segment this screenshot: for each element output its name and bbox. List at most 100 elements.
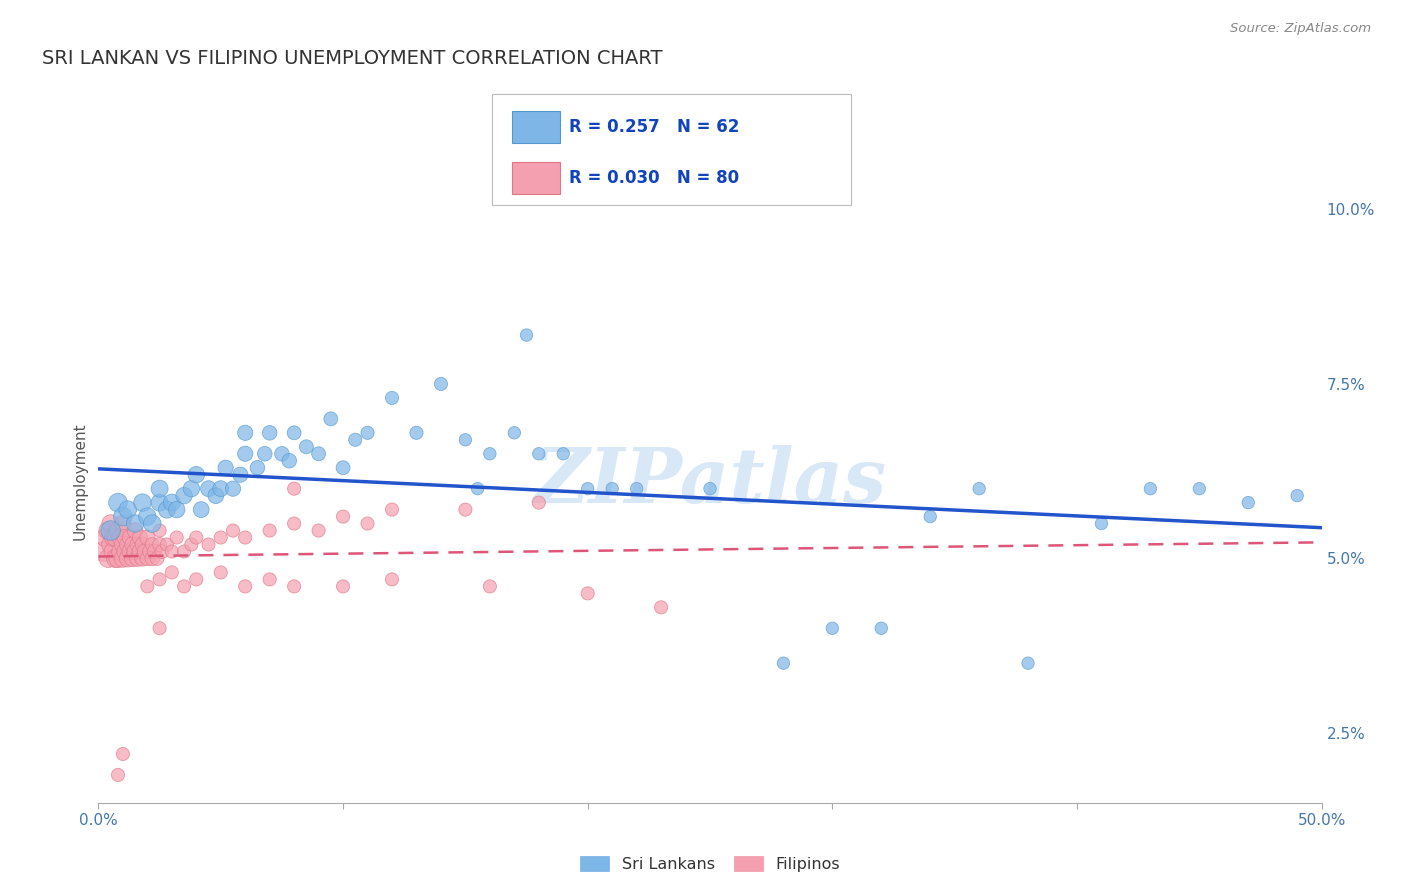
Point (503, 425, 526, 440)
Point (141, 537, 163, 551)
Point (283, 482, 305, 496)
Point (160, 544, 183, 558)
Point (100, 516, 122, 531)
Point (233, 447, 256, 461)
Point (190, 502, 212, 516)
Point (870, 621, 893, 635)
Point (180, 537, 202, 551)
Point (114, 544, 136, 558)
Point (91, 544, 114, 558)
Point (381, 502, 404, 516)
Point (127, 551, 149, 566)
Point (821, 621, 844, 635)
Point (186, 573, 208, 587)
Point (186, 467, 208, 482)
Point (356, 516, 378, 531)
Point (117, 551, 139, 566)
Point (104, 531, 127, 545)
Point (332, 509, 354, 524)
Point (131, 537, 153, 551)
Point (136, 531, 159, 545)
Point (107, 551, 129, 566)
Point (197, 482, 219, 496)
Point (259, 524, 281, 538)
Point (1188, 482, 1211, 496)
Point (141, 551, 163, 566)
Point (626, 482, 648, 496)
Point (97, 524, 120, 538)
Point (430, 376, 453, 391)
Point (100, 524, 122, 538)
Point (146, 551, 169, 566)
Point (1090, 516, 1112, 531)
Point (515, 328, 537, 343)
Y-axis label: Unemployment: Unemployment (72, 423, 87, 541)
Point (283, 516, 305, 531)
Point (344, 433, 367, 447)
Point (160, 566, 183, 580)
Point (149, 621, 172, 635)
Point (209, 531, 232, 545)
Point (222, 524, 245, 538)
Point (160, 495, 183, 509)
Point (699, 482, 721, 496)
Point (253, 447, 276, 461)
Legend: Sri Lankans, Filipinos: Sri Lankans, Filipinos (574, 849, 846, 879)
Point (233, 425, 256, 440)
Point (1237, 495, 1260, 509)
Point (97, 551, 120, 566)
Point (149, 537, 172, 551)
Point (405, 425, 427, 440)
Point (920, 509, 942, 524)
Point (381, 573, 404, 587)
Point (100, 537, 122, 551)
Point (111, 747, 134, 761)
Point (295, 440, 318, 454)
Point (576, 586, 599, 600)
Point (166, 502, 188, 516)
Point (278, 454, 301, 468)
Point (120, 544, 142, 558)
Point (120, 531, 142, 545)
Point (650, 600, 672, 615)
Point (173, 544, 195, 558)
Point (136, 579, 159, 593)
Point (129, 544, 152, 558)
Point (600, 482, 623, 496)
Point (186, 531, 208, 545)
Point (454, 433, 477, 447)
Point (467, 482, 489, 496)
Text: Source: ZipAtlas.com: Source: ZipAtlas.com (1230, 22, 1371, 36)
Point (205, 489, 228, 503)
Point (283, 579, 305, 593)
Point (149, 495, 172, 509)
Point (136, 551, 159, 566)
Point (283, 425, 305, 440)
Point (229, 467, 252, 482)
Point (129, 531, 152, 545)
Point (150, 544, 173, 558)
Point (136, 509, 159, 524)
Point (101, 531, 124, 545)
Point (308, 447, 330, 461)
Point (107, 768, 129, 782)
Point (454, 502, 477, 516)
Point (107, 524, 129, 538)
Point (107, 495, 129, 509)
Point (356, 425, 378, 440)
Point (332, 579, 354, 593)
Point (527, 447, 550, 461)
Point (117, 537, 139, 551)
Point (1286, 489, 1309, 503)
Point (156, 537, 179, 551)
Point (143, 544, 166, 558)
Point (209, 482, 232, 496)
Point (149, 482, 172, 496)
Point (270, 447, 294, 461)
Point (141, 516, 163, 531)
Point (124, 544, 146, 558)
Point (214, 460, 236, 475)
Point (259, 425, 281, 440)
Point (233, 579, 256, 593)
Point (478, 447, 501, 461)
